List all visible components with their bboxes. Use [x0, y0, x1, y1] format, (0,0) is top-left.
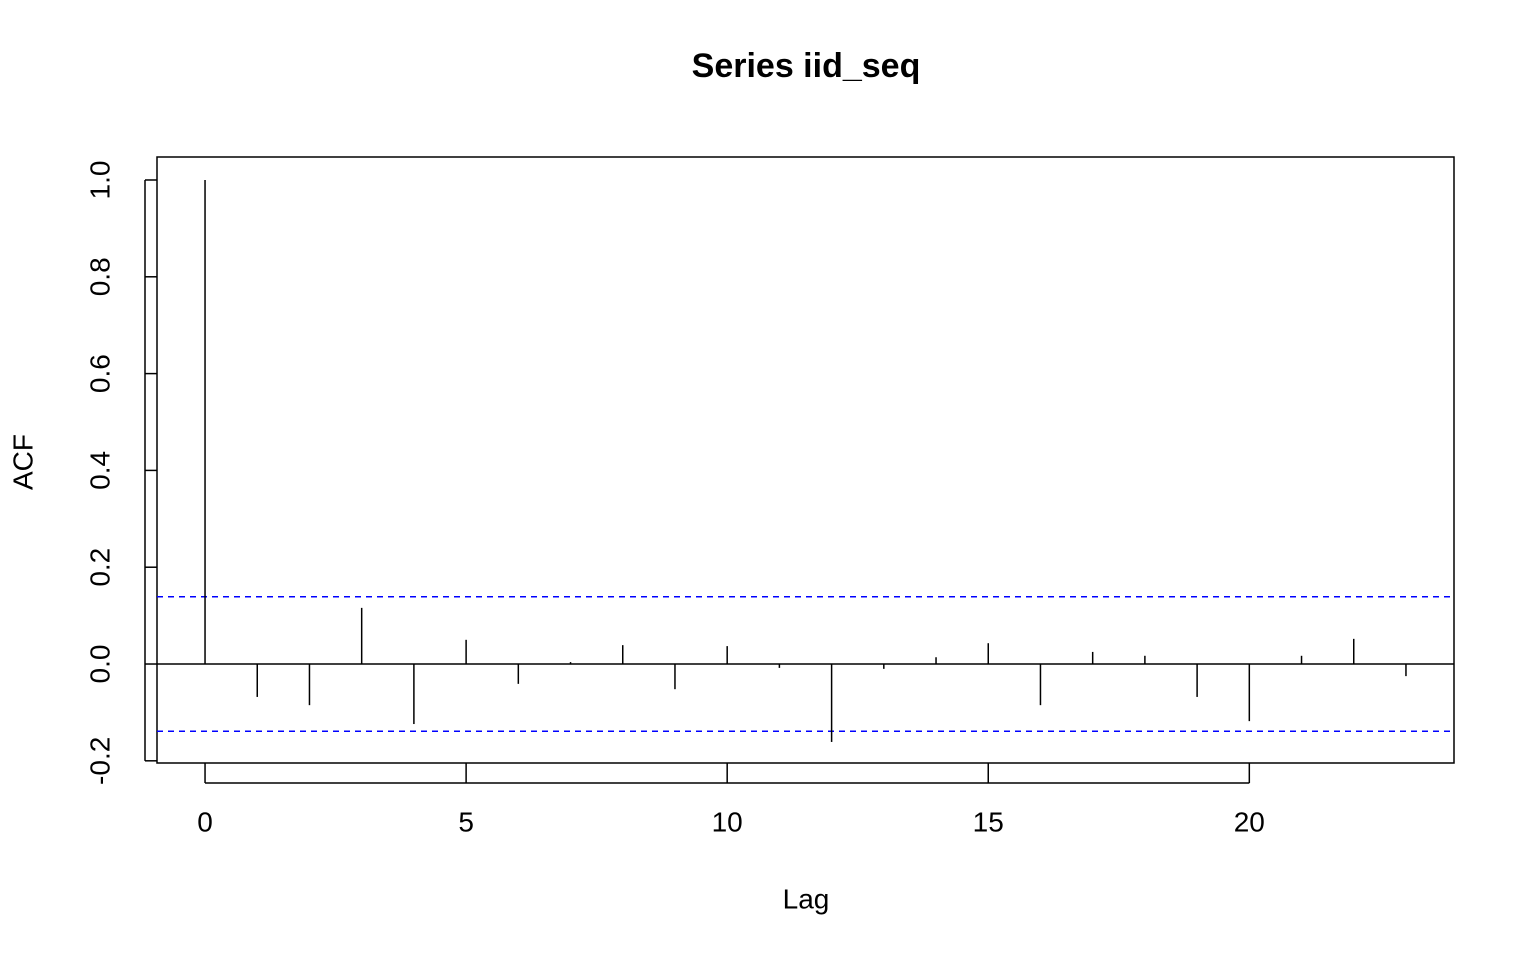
chart-title: Series iid_seq: [692, 47, 921, 85]
y-tick-label: -0.2: [84, 737, 115, 785]
y-tick-label: 0.2: [84, 548, 115, 587]
y-tick-label: 1.0: [84, 161, 115, 200]
x-tick-label: 0: [197, 806, 213, 837]
y-axis-label: ACF: [7, 434, 38, 490]
plot-frame: [156, 156, 1455, 764]
y-tick-label: 0.4: [84, 451, 115, 490]
y-tick-label: 0.0: [84, 645, 115, 684]
y-tick-label: 0.6: [84, 354, 115, 393]
x-axis-label: Lag: [783, 883, 830, 914]
x-tick-label: 20: [1234, 806, 1265, 837]
y-tick-label: 0.8: [84, 257, 115, 296]
x-tick-label: 15: [973, 806, 1004, 837]
x-tick-label: 10: [712, 806, 743, 837]
x-tick-label: 5: [458, 806, 474, 837]
